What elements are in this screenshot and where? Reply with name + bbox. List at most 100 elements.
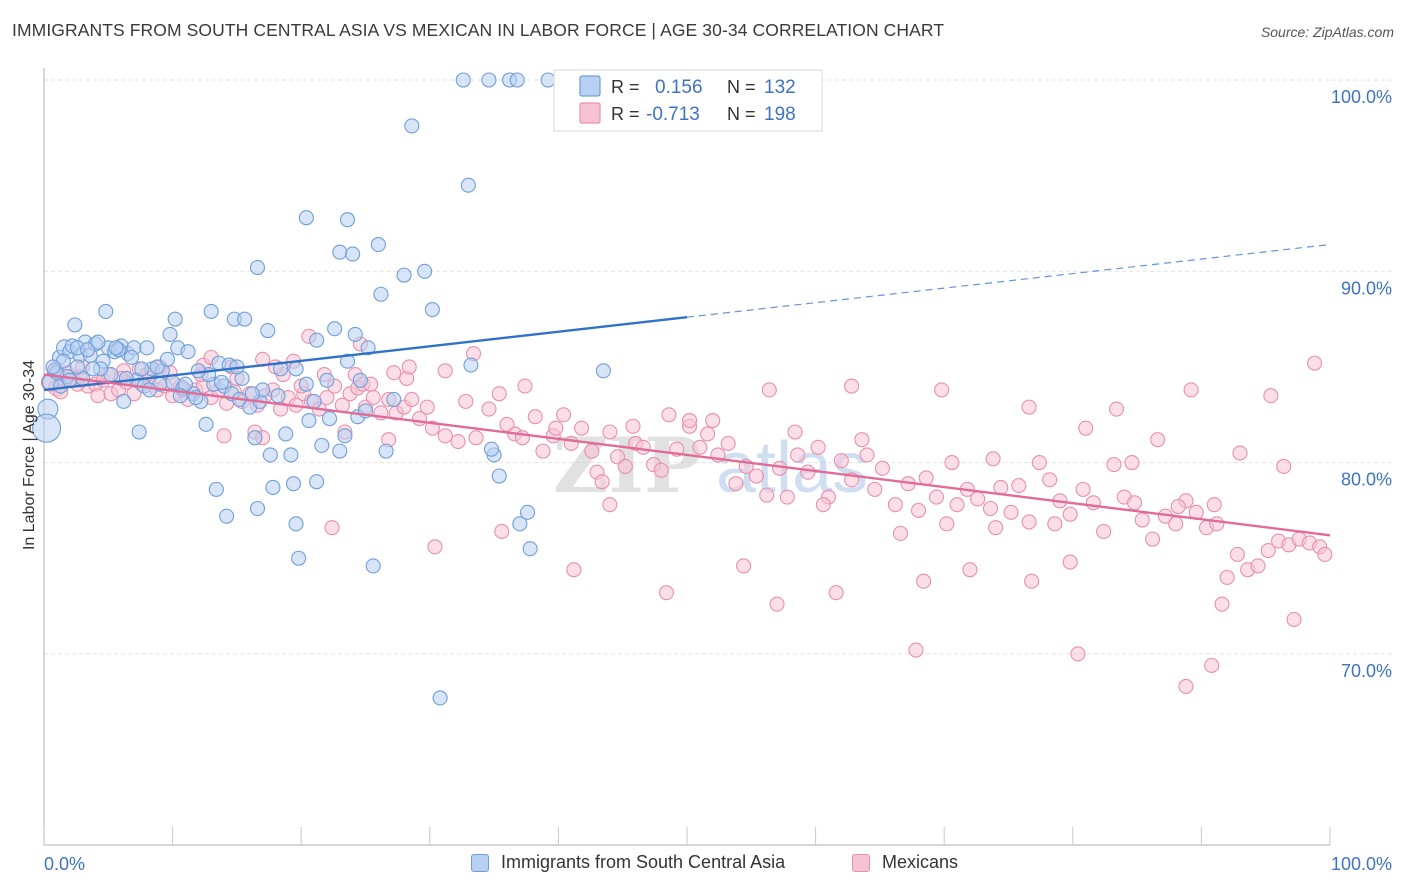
- mexicans-point-215: [1126, 495, 1143, 511]
- mexicans-point-216: [1047, 516, 1063, 532]
- mexicans-point-104: [810, 439, 826, 455]
- south-central-asia-point-57: [288, 361, 304, 377]
- south-central-asia-point-79: [285, 476, 302, 492]
- south-central-asia-point-74: [386, 391, 402, 408]
- south-central-asia-point-77: [249, 500, 266, 517]
- mexicans-point-206: [859, 447, 875, 463]
- mexicans-point-200: [458, 393, 474, 409]
- south-central-asia-point-68: [321, 411, 338, 427]
- south-central-asia-point-63: [262, 447, 278, 463]
- legend-label-south-central-asia: Immigrants from South Central Asia: [501, 852, 786, 872]
- mexicans-point-201: [499, 416, 515, 432]
- south-central-asia-point-50: [98, 303, 114, 320]
- mexicans-point-99: [759, 487, 775, 503]
- mexicans-point-135: [1134, 512, 1150, 528]
- stats-n-label-2: N =: [727, 104, 756, 124]
- mexicans-point-117: [949, 497, 965, 513]
- y-axis-label: In Labor Force | Age 30-34: [21, 360, 38, 550]
- stats-n-label-1: N =: [727, 77, 756, 97]
- south-central-asia-point-100: [404, 118, 420, 134]
- legend-item-south-central-asia[interactable]: Immigrants from South Central Asia: [471, 852, 785, 873]
- mexicans-point-218: [892, 525, 909, 541]
- south-central-asia-point-131: [108, 340, 124, 356]
- south-central-asia-point-56: [260, 323, 276, 339]
- south-central-asia-point-61: [198, 416, 214, 432]
- mexicans-point-81: [594, 474, 610, 490]
- legend-item-mexicans[interactable]: Mexicans: [852, 852, 958, 873]
- mexicans-point-178: [962, 562, 978, 578]
- mexicans-point-155: [1263, 388, 1279, 404]
- south-central-asia-point-70: [337, 428, 353, 444]
- south-central-asia-point-78: [265, 479, 281, 496]
- mexicans-point-154: [1307, 355, 1323, 371]
- mexicans-point-186: [427, 539, 443, 555]
- mexicans-point-156: [1183, 382, 1199, 398]
- south-central-asia-point-93: [332, 244, 348, 260]
- legend-swatch-pink: [852, 853, 870, 872]
- mexicans-point-92: [692, 439, 708, 455]
- mexicans-point-79: [584, 443, 600, 459]
- south-central-asia-point-58: [298, 376, 314, 392]
- mexicans-point-68: [468, 430, 484, 446]
- south-central-asia-point-86: [309, 332, 325, 348]
- y-tick-label-2: 90.0%: [1341, 278, 1392, 298]
- mexicans-point-179: [916, 573, 932, 589]
- mexicans-point-207: [944, 455, 960, 471]
- south-central-asia-point-135: [45, 359, 61, 375]
- mexicans-point-123: [1011, 478, 1027, 494]
- mexicans-point-189: [90, 388, 106, 404]
- south-central-asia-point-51: [162, 326, 178, 342]
- x-tick-labels: 0.0% 100.0%: [44, 854, 1392, 874]
- south-central-asia-point-85: [360, 340, 376, 356]
- south-central-asia-point-95: [370, 236, 386, 253]
- south-central-asia-point-53: [203, 303, 219, 320]
- mexicans-point-111: [887, 497, 903, 513]
- stats-r-value-2: -0.713: [646, 104, 700, 125]
- mexicans-point-126: [1042, 472, 1058, 488]
- mexicans-point-67: [450, 434, 466, 450]
- south-central-asia-point-109: [595, 363, 611, 379]
- south-central-asia-point-132: [85, 361, 101, 377]
- south-central-asia-point-117: [432, 690, 448, 706]
- south-central-asia-point-140: [244, 386, 260, 402]
- south-central-asia-point-25: [116, 393, 132, 409]
- mexicans-point-180: [828, 585, 844, 601]
- south-central-asia-point-80: [309, 474, 325, 490]
- south-central-asia-point-83: [327, 321, 343, 337]
- mexicans-point-136: [1144, 531, 1161, 547]
- south-central-asia-point-45: [180, 344, 196, 360]
- x-tick-label-0: 0.0%: [44, 854, 85, 874]
- mexicans-point-183: [658, 585, 674, 601]
- south-central-asia-point-22: [80, 342, 96, 358]
- trend-lines: [43, 243, 1331, 537]
- south-central-asia-point-96: [373, 286, 389, 302]
- mexicans-point-213: [1170, 499, 1186, 515]
- mexicans-point-131: [1096, 523, 1112, 540]
- south-central-asia-point-99: [424, 302, 440, 318]
- mexicans-point-110: [874, 460, 891, 476]
- mexicans-point-42: [365, 390, 381, 406]
- south-central-asia-point-112: [483, 441, 500, 457]
- mexicans-point-115: [928, 489, 945, 505]
- mexicans-point-142: [1209, 516, 1225, 532]
- south-central-asia-point-103: [481, 72, 497, 88]
- mexicans-point-96: [728, 476, 744, 492]
- mexicans-point-175: [1286, 611, 1302, 628]
- series-south-central-asia: [32, 72, 611, 706]
- mexicans-point-120: [982, 500, 999, 517]
- stats-r-label-1: R =: [611, 77, 640, 97]
- mexicans-point-153: [1317, 546, 1333, 562]
- mexicans-point-130: [1085, 495, 1101, 511]
- source-label: Source: ZipAtlas.com: [1260, 24, 1394, 40]
- south-central-asia-point-23: [90, 334, 106, 350]
- mexicans-point-77: [563, 435, 579, 452]
- mexicans-point-159: [934, 382, 950, 398]
- south-central-asia-point-81: [288, 516, 304, 532]
- mexicans-point-165: [437, 363, 453, 379]
- mexicans-point-129: [1075, 481, 1091, 497]
- mexicans-point-162: [682, 412, 698, 429]
- south-central-asia-point-65: [278, 426, 294, 442]
- south-central-asia-point-133: [69, 359, 85, 375]
- mexicans-point-202: [548, 420, 564, 436]
- mexicans-point-78: [573, 420, 590, 436]
